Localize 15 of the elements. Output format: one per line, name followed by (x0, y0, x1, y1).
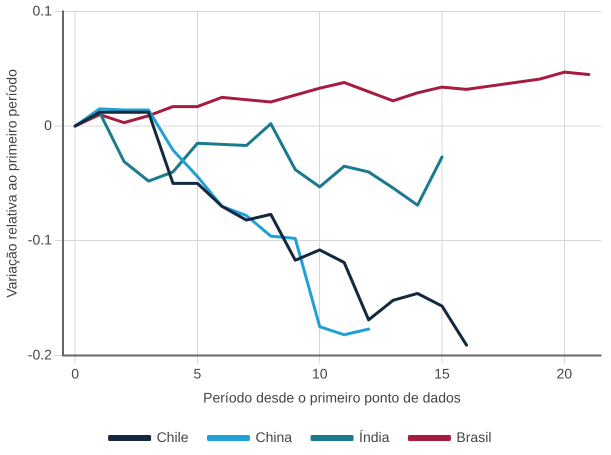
x-tick-label: 20 (556, 366, 572, 382)
legend-label: Índia (359, 428, 390, 445)
y-axis-title: Variação relativa ao primeiro período (3, 68, 20, 298)
y-tick-label: -0.2 (28, 346, 52, 362)
y-tick-label: -0.1 (28, 232, 52, 248)
legend-label: China (255, 428, 292, 445)
x-tick-label: 10 (312, 366, 328, 382)
x-tick-label: 0 (71, 366, 80, 382)
x-tick-label: 5 (194, 366, 202, 382)
legend-label: Chile (156, 428, 189, 445)
x-tick-label: 15 (434, 366, 450, 382)
legend-label: Brasil (456, 428, 492, 445)
y-tick-label: 0 (44, 116, 52, 133)
x-axis-title: Período desde o primeiro ponto de dados (203, 389, 461, 406)
y-tick-label: 0.1 (32, 2, 52, 18)
